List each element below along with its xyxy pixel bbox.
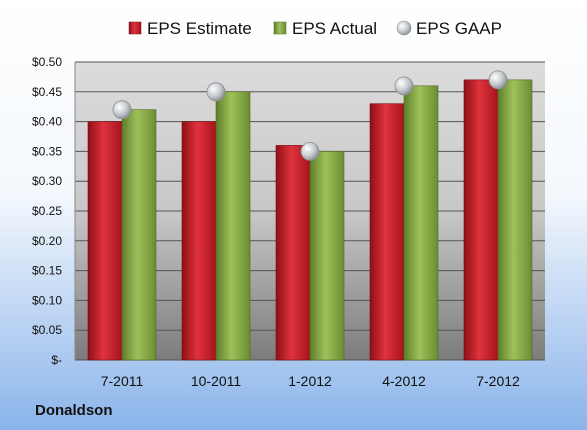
x-tick-label: 4-2012 — [382, 373, 426, 389]
bar-eps-actual — [403, 85, 439, 361]
y-tick-label: $0.30 — [32, 174, 62, 188]
bars — [87, 79, 533, 361]
bar-eps-actual — [215, 91, 251, 361]
legend-swatch-eps-gaap — [396, 20, 412, 36]
x-axis-ticks: 7-2011 10-2011 1-2012 4-2012 7-2012 — [101, 373, 520, 389]
x-tick-label: 7-2012 — [476, 373, 520, 389]
legend-swatch-eps-estimate — [128, 21, 142, 35]
y-tick-label: $0.40 — [32, 115, 62, 129]
y-tick-label: $0.15 — [32, 264, 62, 278]
y-axis-ticks: $- $0.05 $0.10 $0.15 $0.20 $0.25 $0.30 $0.35 $0.… — [32, 55, 62, 367]
x-tick-label: 1-2012 — [288, 373, 332, 389]
marker-eps-gaap — [394, 76, 414, 96]
marker-eps-gaap — [300, 141, 320, 161]
bar-eps-estimate — [181, 121, 217, 361]
company-name: Donaldson — [35, 402, 113, 419]
marker-eps-gaap — [488, 70, 508, 90]
y-tick-label: $0.05 — [32, 323, 62, 337]
legend: EPS Estimate EPS Actual EPS GAAP — [128, 19, 502, 38]
legend-label: EPS GAAP — [416, 19, 502, 38]
marker-eps-gaap — [112, 100, 132, 120]
bar-eps-actual — [309, 151, 345, 361]
bar-eps-estimate — [463, 79, 499, 361]
gaap-markers — [112, 70, 508, 161]
legend-label: EPS Actual — [292, 19, 377, 38]
legend-label: EPS Estimate — [147, 19, 252, 38]
bar-eps-actual — [121, 109, 157, 361]
y-tick-label: $0.50 — [32, 55, 62, 69]
y-tick-label: $0.20 — [32, 234, 62, 248]
y-tick-label: $0.25 — [32, 204, 62, 218]
bar-eps-estimate — [275, 145, 311, 361]
x-tick-label: 7-2011 — [101, 373, 144, 389]
y-tick-label: $0.45 — [32, 85, 62, 99]
y-tick-label: $0.10 — [32, 293, 62, 307]
bar-eps-estimate — [87, 121, 123, 361]
legend-swatch-eps-actual — [273, 21, 287, 35]
bar-eps-estimate — [369, 103, 405, 361]
x-tick-label: 10-2011 — [191, 373, 242, 389]
marker-eps-gaap — [206, 82, 226, 102]
y-tick-label: $0.35 — [32, 144, 62, 158]
bar-eps-actual — [497, 79, 533, 361]
y-tick-label: $- — [51, 353, 62, 367]
